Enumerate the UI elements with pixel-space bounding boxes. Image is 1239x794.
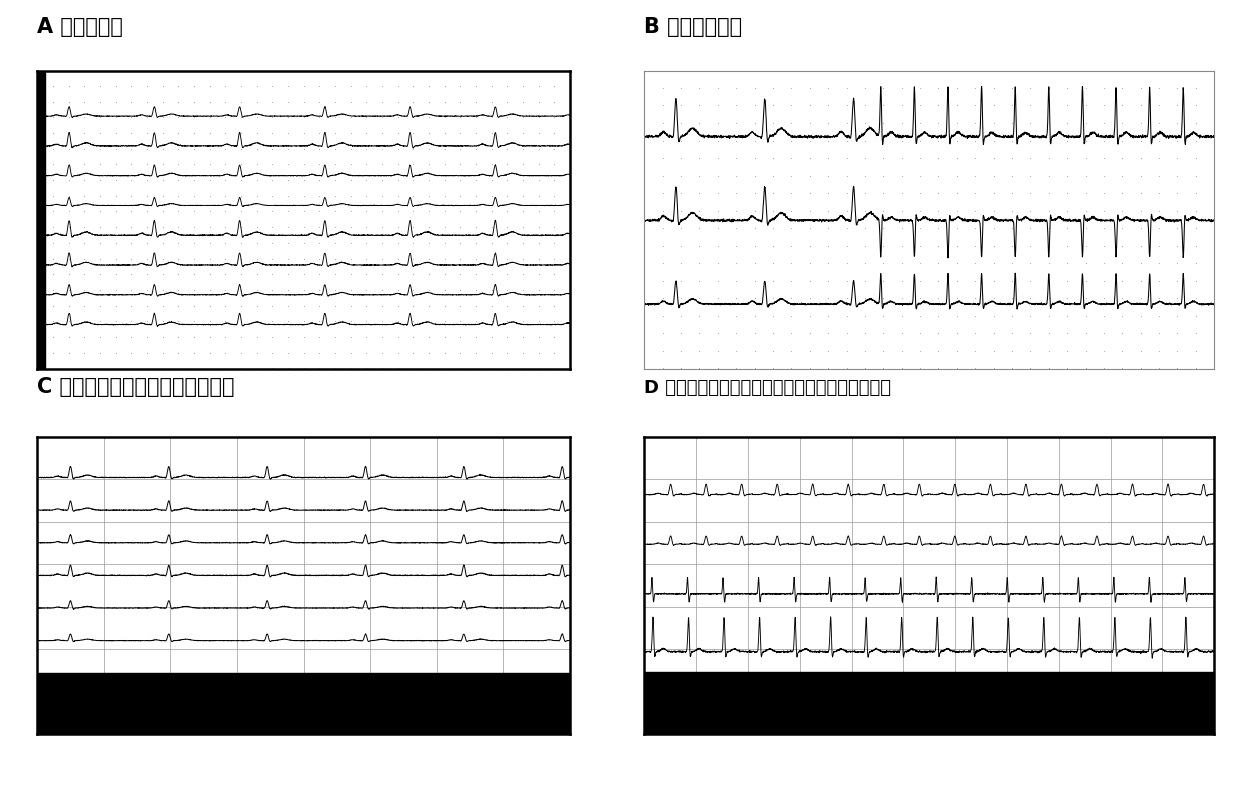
Text: D 心内电生理检查显示房室结折返性心动过速发作: D 心内电生理检查显示房室结折返性心动过速发作 xyxy=(644,379,891,397)
Text: A 正常心电图: A 正常心电图 xyxy=(37,17,123,37)
Bar xyxy=(37,673,570,734)
Text: B 发作时心电图: B 发作时心电图 xyxy=(644,17,742,37)
Bar xyxy=(37,71,45,369)
Bar xyxy=(644,673,1214,734)
Text: C 心内电生理检查显示慢径的存在: C 心内电生理检查显示慢径的存在 xyxy=(37,377,234,397)
